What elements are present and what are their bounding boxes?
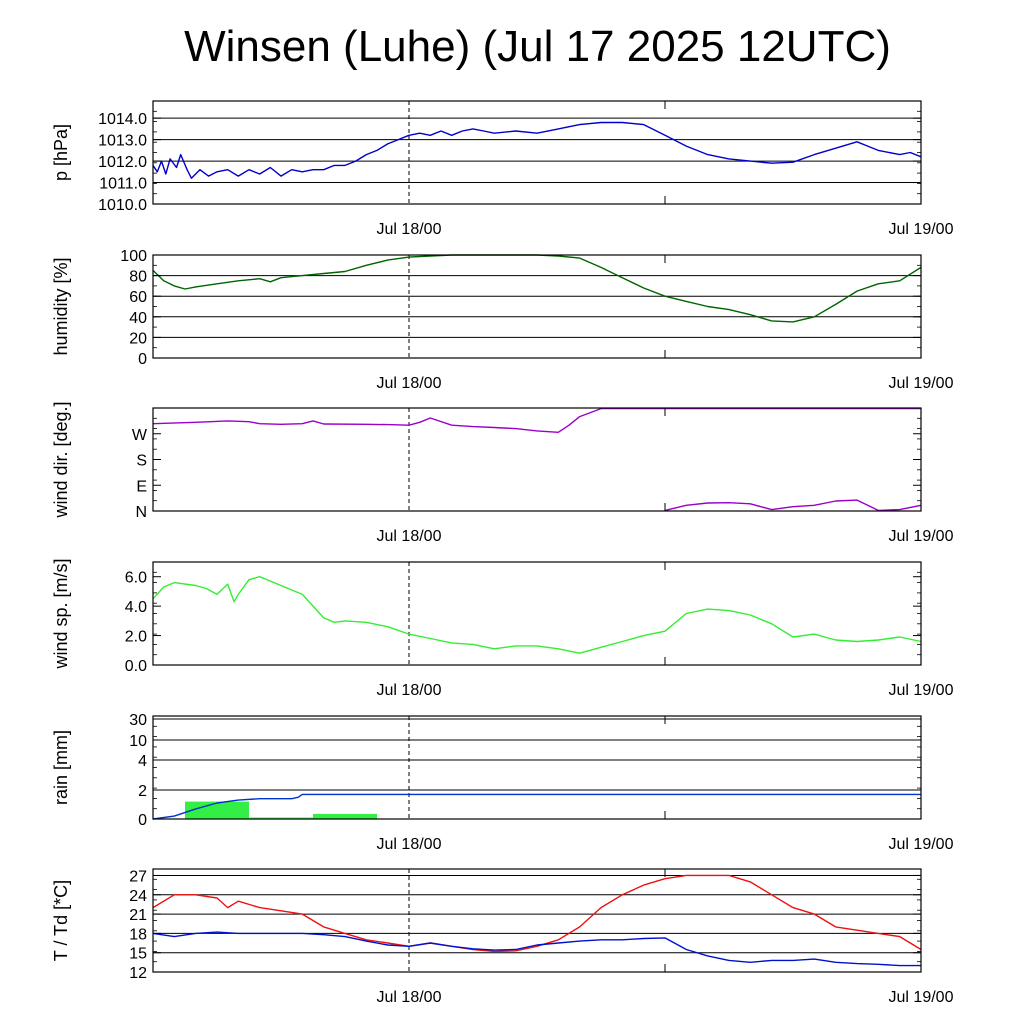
y-tick-label: 1013.0 bbox=[98, 133, 147, 150]
wind-speed-series-line bbox=[152, 576, 922, 654]
plot-frame bbox=[152, 254, 922, 359]
y-tick-label: 80 bbox=[129, 269, 147, 286]
y-axis-label: wind dir. [deg.] bbox=[51, 401, 71, 518]
wind-direction-series-line bbox=[664, 499, 922, 512]
plot-frame bbox=[152, 715, 922, 820]
y-tick-label: 24 bbox=[129, 888, 147, 905]
x-tick-label: Jul 19/00 bbox=[889, 836, 954, 853]
y-tick-label: 30 bbox=[129, 712, 147, 729]
x-tick-label: Jul 18/00 bbox=[377, 682, 442, 699]
x-tick-label: Jul 18/00 bbox=[377, 528, 442, 545]
y-tick-label: 2.0 bbox=[125, 629, 147, 646]
rain-bar bbox=[249, 817, 313, 819]
panel-humidity: 0 20 40 60 80 100 humidity [%] Jul 18/00 Jul 19/… bbox=[51, 248, 954, 392]
y-tick-label: 4.0 bbox=[125, 599, 147, 616]
y-tick-label: 12 bbox=[129, 965, 147, 982]
panel-rain: 0 2 4 10 30 rain [mm] Jul 18/00 Jul 19/00 bbox=[51, 712, 954, 853]
y-tick-label: W bbox=[132, 427, 148, 444]
x-tick-label: Jul 19/00 bbox=[889, 682, 954, 699]
y-axis-label: rain [mm] bbox=[51, 730, 71, 805]
panel-pressure: 1010.0 1011.0 1012.0 1013.0 1014.0 p [hPa] Jul… bbox=[51, 100, 954, 238]
y-tick-label: 60 bbox=[129, 289, 147, 306]
y-tick-label: 1010.0 bbox=[98, 197, 147, 214]
plot-frame bbox=[152, 100, 922, 205]
plot-frame bbox=[152, 561, 922, 666]
y-axis-label: wind sp. [m/s] bbox=[51, 558, 71, 669]
y-axis-label: humidity [%] bbox=[51, 257, 71, 355]
y-tick-label: 4 bbox=[138, 753, 147, 770]
y-tick-label: N bbox=[135, 504, 147, 521]
y-axis-label: T / Td [*C] bbox=[51, 880, 71, 961]
x-tick-label: Jul 19/00 bbox=[889, 375, 954, 392]
y-tick-label: S bbox=[136, 453, 147, 470]
wind-direction-series-line bbox=[152, 407, 602, 433]
y-tick-label: 1011.0 bbox=[99, 176, 147, 193]
x-tick-label: Jul 19/00 bbox=[889, 989, 954, 1006]
y-tick-label: 1014.0 bbox=[98, 111, 147, 128]
temperature-series-line bbox=[152, 931, 921, 967]
y-tick-label: 1012.0 bbox=[98, 154, 147, 171]
x-tick-label: Jul 19/00 bbox=[889, 221, 954, 238]
rain-series-line bbox=[152, 793, 921, 820]
y-tick-label: 10 bbox=[129, 733, 147, 750]
panel-temperature: 12 15 18 21 24 27 T / Td [*C] Jul 18/00 Jul 19/0… bbox=[51, 868, 954, 1006]
y-axis-label: p [hPa] bbox=[51, 124, 71, 181]
y-tick-label: 0 bbox=[138, 812, 147, 829]
chart-title: Winsen (Luhe) (Jul 17 2025 12UTC) bbox=[184, 22, 891, 71]
y-tick-label: 15 bbox=[129, 946, 147, 963]
x-tick-label: Jul 18/00 bbox=[377, 836, 442, 853]
x-tick-label: Jul 18/00 bbox=[377, 989, 442, 1006]
x-tick-label: Jul 18/00 bbox=[377, 375, 442, 392]
panel-wind-speed: 0.0 2.0 4.0 6.0 wind sp. [m/s] Jul 18/00 Jul 1… bbox=[51, 558, 954, 699]
y-tick-label: 2 bbox=[138, 783, 147, 800]
y-tick-label: 0.0 bbox=[125, 658, 147, 675]
y-tick-label: E bbox=[136, 478, 147, 495]
y-tick-label: 100 bbox=[120, 248, 147, 265]
x-tick-label: Jul 19/00 bbox=[889, 528, 954, 545]
y-tick-label: 40 bbox=[129, 310, 147, 327]
rain-bar bbox=[185, 801, 249, 819]
plot-frame bbox=[152, 868, 922, 973]
rain-bar bbox=[313, 813, 377, 819]
y-tick-label: 6.0 bbox=[125, 570, 147, 587]
y-tick-label: 27 bbox=[129, 868, 147, 885]
y-tick-label: 21 bbox=[129, 907, 147, 924]
y-tick-label: 20 bbox=[129, 330, 147, 347]
x-tick-label: Jul 18/00 bbox=[377, 221, 442, 238]
y-tick-label: 0 bbox=[138, 351, 147, 368]
temperature-series-line bbox=[152, 874, 922, 953]
pressure-series-line bbox=[152, 121, 922, 179]
y-tick-label: 18 bbox=[129, 926, 147, 943]
humidity-series-line bbox=[152, 254, 922, 323]
